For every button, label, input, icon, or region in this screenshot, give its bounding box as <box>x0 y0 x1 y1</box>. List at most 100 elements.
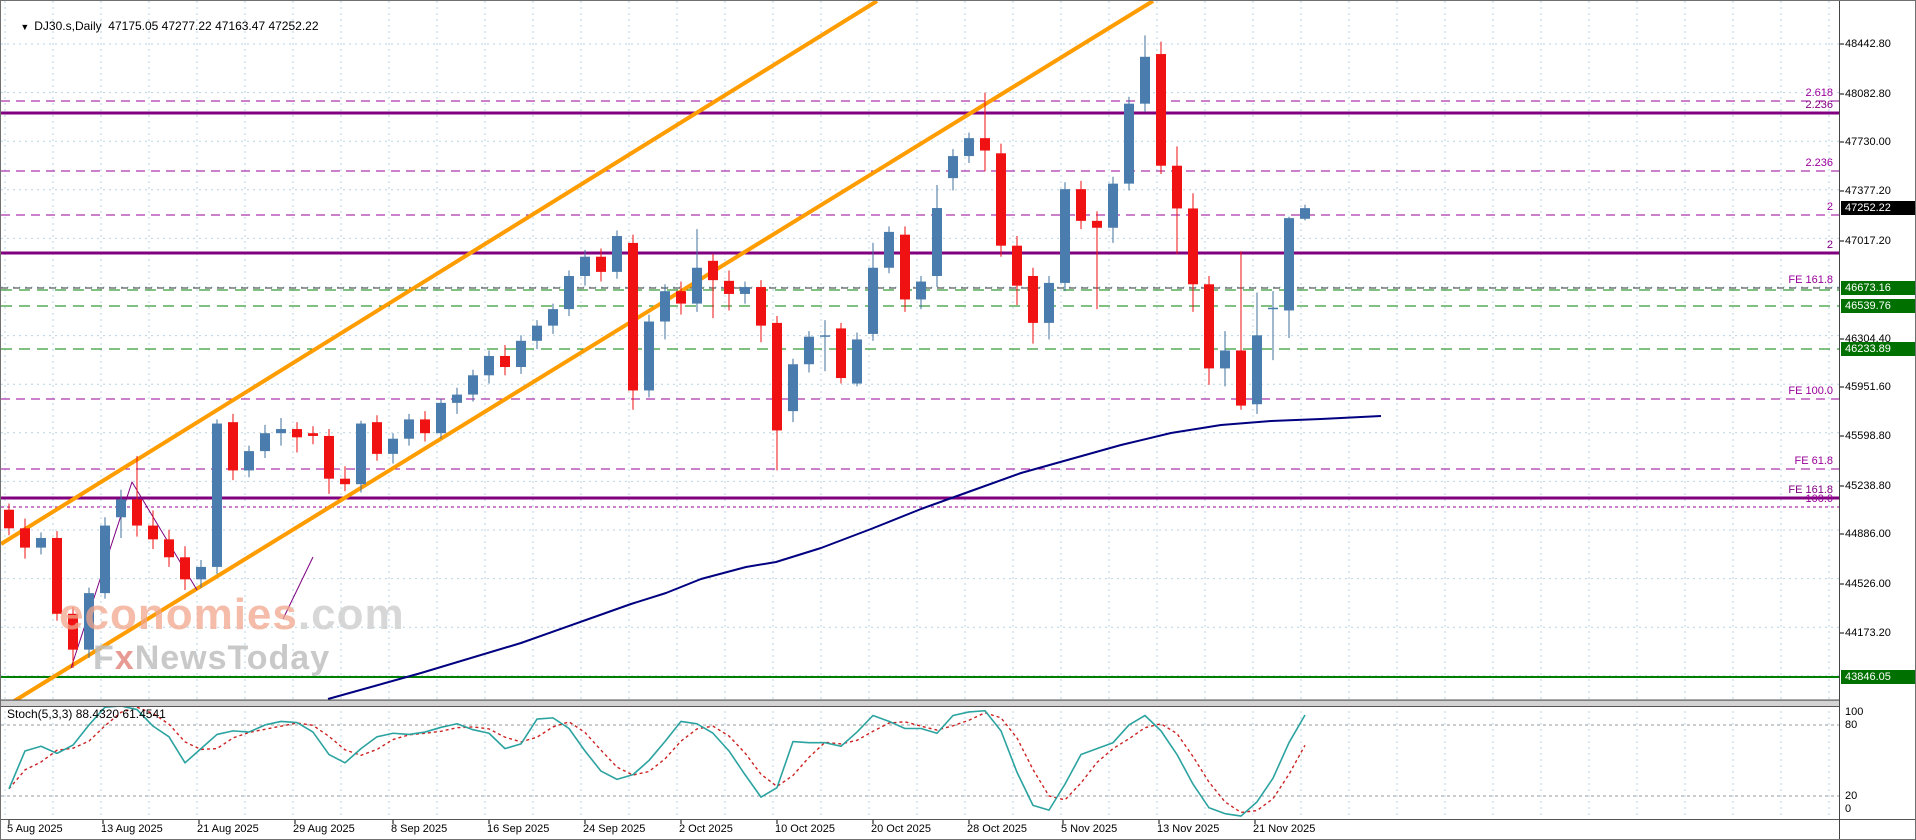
candle-body <box>1220 350 1230 369</box>
candle-body <box>1060 189 1070 283</box>
candle-body <box>452 394 462 403</box>
watermark-brand: economies.com <box>59 590 405 639</box>
price-axis-label: 47017.20 <box>1845 235 1891 247</box>
price-axis-label: 45951.60 <box>1845 381 1891 393</box>
price-axis-label: 45598.80 <box>1845 430 1891 442</box>
candle-body <box>644 321 654 391</box>
candle-body <box>276 429 286 434</box>
candle-body <box>388 438 398 454</box>
candle-body <box>596 256 606 272</box>
candle-body <box>212 423 222 567</box>
fib-level-label: 2 <box>1826 201 1833 213</box>
moving-average-line <box>327 415 1382 700</box>
price-tag: 47252.22 <box>1841 201 1915 215</box>
candle-body <box>420 419 430 434</box>
price-tag: 46539.76 <box>1841 299 1915 313</box>
candle-body <box>580 256 590 277</box>
price-tag: 46233.89 <box>1841 342 1915 356</box>
candle-body <box>948 156 958 179</box>
stoch-axis-label: 80 <box>1845 719 1858 731</box>
candle-body <box>1284 218 1294 311</box>
candle-body <box>548 309 558 326</box>
fib-level-label: 2 <box>1826 239 1833 251</box>
candle-body <box>340 478 350 485</box>
date-label: 10 Oct 2025 <box>775 823 835 835</box>
date-label: 20 Oct 2025 <box>871 823 931 835</box>
price-axis-label: 48442.80 <box>1845 38 1891 50</box>
date-label: 16 Sep 2025 <box>487 823 550 835</box>
date-label: 21 Aug 2025 <box>197 823 259 835</box>
date-label: 13 Aug 2025 <box>101 823 163 835</box>
candle-body <box>292 429 302 438</box>
candle-body <box>628 242 638 391</box>
price-axis-label: 44173.20 <box>1845 627 1891 639</box>
candle-body <box>692 267 702 304</box>
candle-body <box>100 525 110 594</box>
stoch-axis-label: 0 <box>1845 803 1852 815</box>
candle-body <box>980 138 990 151</box>
candle-body <box>884 231 894 268</box>
candle-body <box>724 280 734 294</box>
candle-body <box>804 336 814 365</box>
stoch-axis-label: 100 <box>1845 706 1864 718</box>
candle-body <box>1172 165 1182 209</box>
candle-body <box>372 422 382 454</box>
candle-body <box>932 208 942 277</box>
candle-body <box>196 566 206 580</box>
watermark: economies.com FxNewsToday <box>59 590 405 676</box>
date-label: 5 Aug 2025 <box>7 823 63 835</box>
candle-body <box>1076 189 1086 221</box>
candle-body <box>1252 335 1262 405</box>
candle-body <box>404 419 414 439</box>
panel-separator[interactable] <box>1 700 1839 707</box>
candle-body <box>484 355 494 376</box>
date-label: 21 Nov 2025 <box>1253 823 1316 835</box>
candle-body <box>964 138 974 157</box>
candle-body <box>36 537 46 548</box>
fib-level-label: FE 161.8 <box>1788 484 1833 496</box>
candle-body <box>52 537 62 614</box>
candle-body <box>1300 208 1310 219</box>
symbol-title: ▼ DJ30.s,Daily 47175.05 47277.22 47163.47… <box>7 5 318 47</box>
candle-body <box>500 355 510 368</box>
candle-body <box>148 525 158 540</box>
candle-body <box>1012 245 1022 286</box>
candle-body <box>916 281 926 300</box>
candle-body <box>228 422 238 471</box>
candle-body <box>468 375 478 395</box>
candle-body <box>1124 103 1134 184</box>
candle-body <box>356 423 366 485</box>
candle-body <box>180 557 190 580</box>
price-axis-label: 44526.00 <box>1845 578 1891 590</box>
candle-body <box>1140 56 1150 104</box>
candle-body <box>244 451 254 471</box>
date-label: 24 Sep 2025 <box>583 823 646 835</box>
fib-level-label: FE 61.8 <box>1794 455 1833 467</box>
stochastic-signal-line <box>8 706 1306 814</box>
price-axis-label: 47730.00 <box>1845 136 1891 148</box>
candle-body <box>708 260 718 281</box>
fib-level-label: 100.0 <box>1805 493 1833 505</box>
candle-body <box>836 328 846 379</box>
fib-expansion-zigzag <box>282 556 314 620</box>
fib-level-label: 2.618 <box>1805 87 1833 99</box>
candle-body <box>772 322 782 431</box>
date-label: 13 Nov 2025 <box>1157 823 1220 835</box>
candle-body <box>1028 276 1038 323</box>
price-axis-rule <box>1839 1 1840 839</box>
candle-body <box>308 433 318 436</box>
stochastic-main-line <box>8 705 1306 817</box>
price-axis-label: 45238.80 <box>1845 480 1891 492</box>
candle-body <box>84 593 94 650</box>
date-label: 28 Oct 2025 <box>967 823 1027 835</box>
candle-body <box>1204 284 1214 369</box>
orange-trendline <box>1 1 879 546</box>
fib-level-label: 2.236 <box>1805 99 1833 111</box>
candle-body <box>564 276 574 310</box>
candle-body <box>820 335 830 337</box>
chevron-down-icon[interactable]: ▼ <box>20 22 30 32</box>
candle-body <box>164 539 174 558</box>
candle-body <box>852 339 862 384</box>
